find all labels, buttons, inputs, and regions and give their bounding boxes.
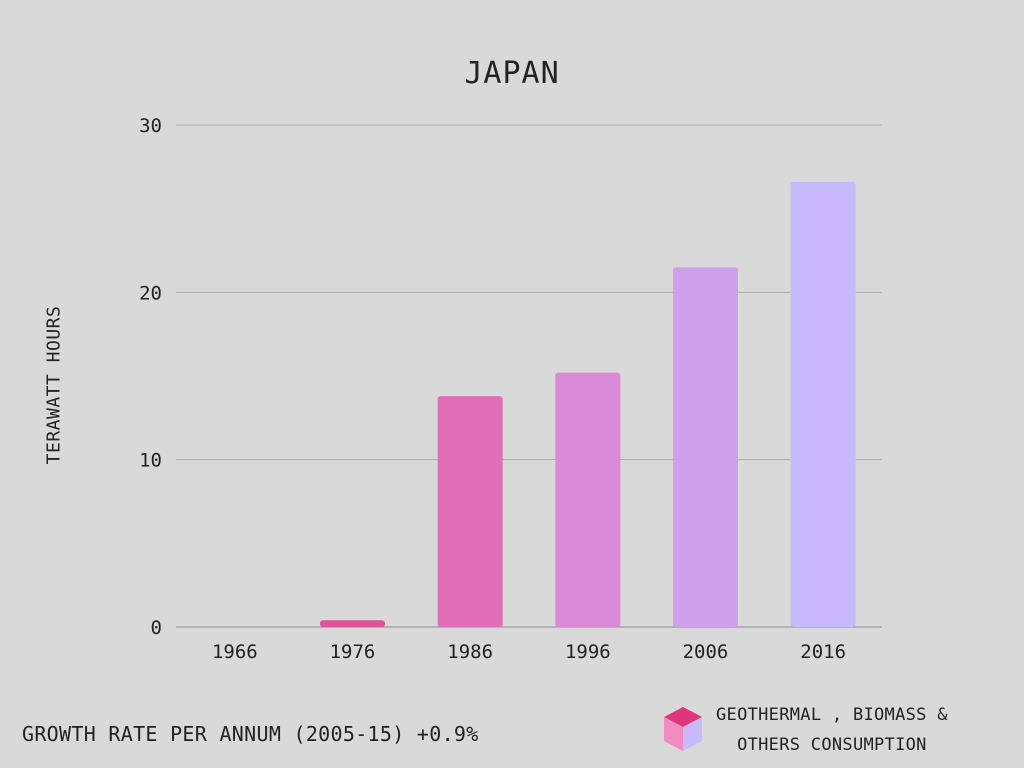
bars xyxy=(320,181,856,628)
x-tick-label: 1966 xyxy=(212,641,258,663)
y-tick-label: 20 xyxy=(139,282,162,304)
bar-1996 xyxy=(555,372,621,627)
y-tick-label: 10 xyxy=(139,450,162,472)
legend-label: GEOTHERMAL , BIOMASS & OTHERS CONSUMPTIO… xyxy=(716,700,948,760)
x-axis-ticks: 1966 1976 1986 1996 2006 2016 xyxy=(212,641,846,663)
cube-left-face xyxy=(664,717,683,751)
chart-title: JAPAN xyxy=(464,56,560,91)
cube-icon xyxy=(664,707,702,751)
x-tick-label: 2006 xyxy=(683,641,729,663)
legend-line-1: GEOTHERMAL , BIOMASS & xyxy=(716,705,948,725)
y-tick-label: 30 xyxy=(139,115,162,137)
y-axis-label: TERAWATT HOURS xyxy=(43,305,65,465)
legend: GEOTHERMAL , BIOMASS & OTHERS CONSUMPTIO… xyxy=(660,700,948,760)
bar-2016 xyxy=(790,181,856,628)
gridlines xyxy=(176,124,882,628)
bar-1976 xyxy=(320,620,385,627)
x-tick-label: 1986 xyxy=(447,641,493,663)
x-tick-label: 1996 xyxy=(565,641,611,663)
growth-rate-note: GROWTH RATE PER ANNUM (2005-15) +0.9% xyxy=(22,722,479,746)
y-axis-ticks: 0 10 20 30 xyxy=(139,115,162,639)
cube-right-face xyxy=(683,717,702,751)
y-tick-label: 0 xyxy=(151,617,162,639)
x-tick-label: 2016 xyxy=(800,641,846,663)
bar-2006 xyxy=(673,267,738,627)
x-tick-label: 1976 xyxy=(330,641,376,663)
legend-line-2: OTHERS CONSUMPTION xyxy=(737,735,927,755)
bar-1986 xyxy=(437,396,503,627)
